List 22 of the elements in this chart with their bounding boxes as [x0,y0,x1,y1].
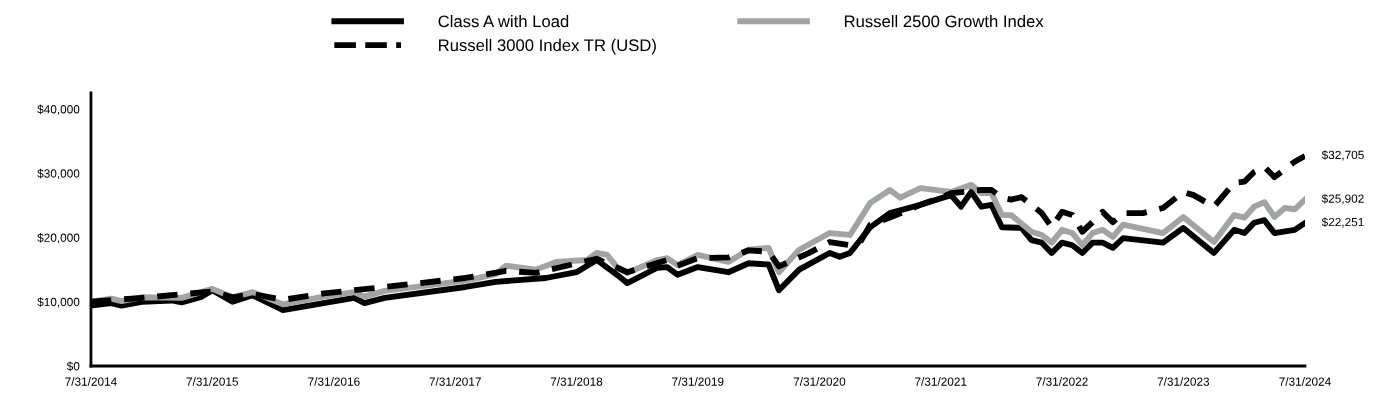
annotation: $22,251 [1321,217,1364,228]
x-tick-label: 7/31/2019 [672,377,724,386]
annotation: $25,902 [1321,193,1364,205]
x-tick-label: 7/31/2024 [1279,377,1331,386]
legend-label: Class A with Load [438,15,569,28]
annotation: $32,705 [1321,150,1364,161]
y-tick-label: $0 [66,361,80,372]
x-tick-label: 7/31/2022 [1036,377,1088,386]
x-tick-label: 7/31/2023 [1157,377,1210,386]
y-tick-label: $30,000 [37,168,80,180]
y-tick-label: $40,000 [37,104,80,115]
x-tick-label: 7/31/2016 [308,377,360,386]
x-tick-label: 7/31/2017 [429,377,481,386]
legend-label: Russell 3000 Index TR (USD) [439,38,656,55]
x-tick-label: 7/31/2014 [65,377,117,386]
y-tick-label: $10,000 [37,297,80,308]
y-tick-label: $20,000 [37,233,80,244]
x-tick-label: 7/31/2015 [186,377,239,386]
x-tick-label: 7/31/2021 [915,377,967,386]
legend-label: Russell 2500 Growth Index [844,15,1044,28]
x-tick-label: 7/31/2018 [550,377,603,386]
x-tick-label: 7/31/2020 [793,377,846,386]
